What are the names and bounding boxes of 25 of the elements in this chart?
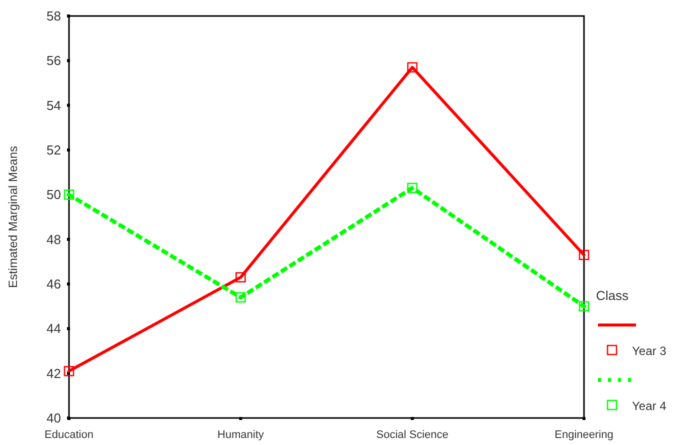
y-tick-label: 48 [46, 232, 61, 247]
y-tick-label: 58 [46, 8, 61, 24]
point [578, 301, 590, 312]
point [407, 182, 418, 194]
y-tick-label: 40 [46, 410, 61, 426]
point [64, 366, 74, 376]
point [407, 62, 418, 73]
y-tick-label: 44 [46, 321, 61, 336]
point [578, 250, 590, 260]
x-tick-label: Social Science [376, 429, 448, 441]
legend-label: Year 3 [632, 344, 667, 358]
y-tick-label: 46 [46, 276, 61, 292]
y-tick-label: 52 [46, 142, 61, 158]
legend-title: Class [596, 288, 630, 303]
y-tick-label: 54 [46, 98, 61, 113]
y-tick-label: 50 [46, 187, 61, 202]
y-axis-title: Estimated Marginal Means [6, 146, 20, 288]
x-tick-label: Humanity [217, 429, 264, 441]
y-tick-label: 56 [46, 53, 61, 68]
legend-label: Year 4 [632, 399, 667, 413]
point [236, 272, 246, 282]
point [236, 292, 246, 303]
y-tick-label: 42 [46, 366, 61, 381]
x-tick-label: Engineering [554, 429, 614, 441]
x-tick-label: Education [44, 429, 94, 441]
